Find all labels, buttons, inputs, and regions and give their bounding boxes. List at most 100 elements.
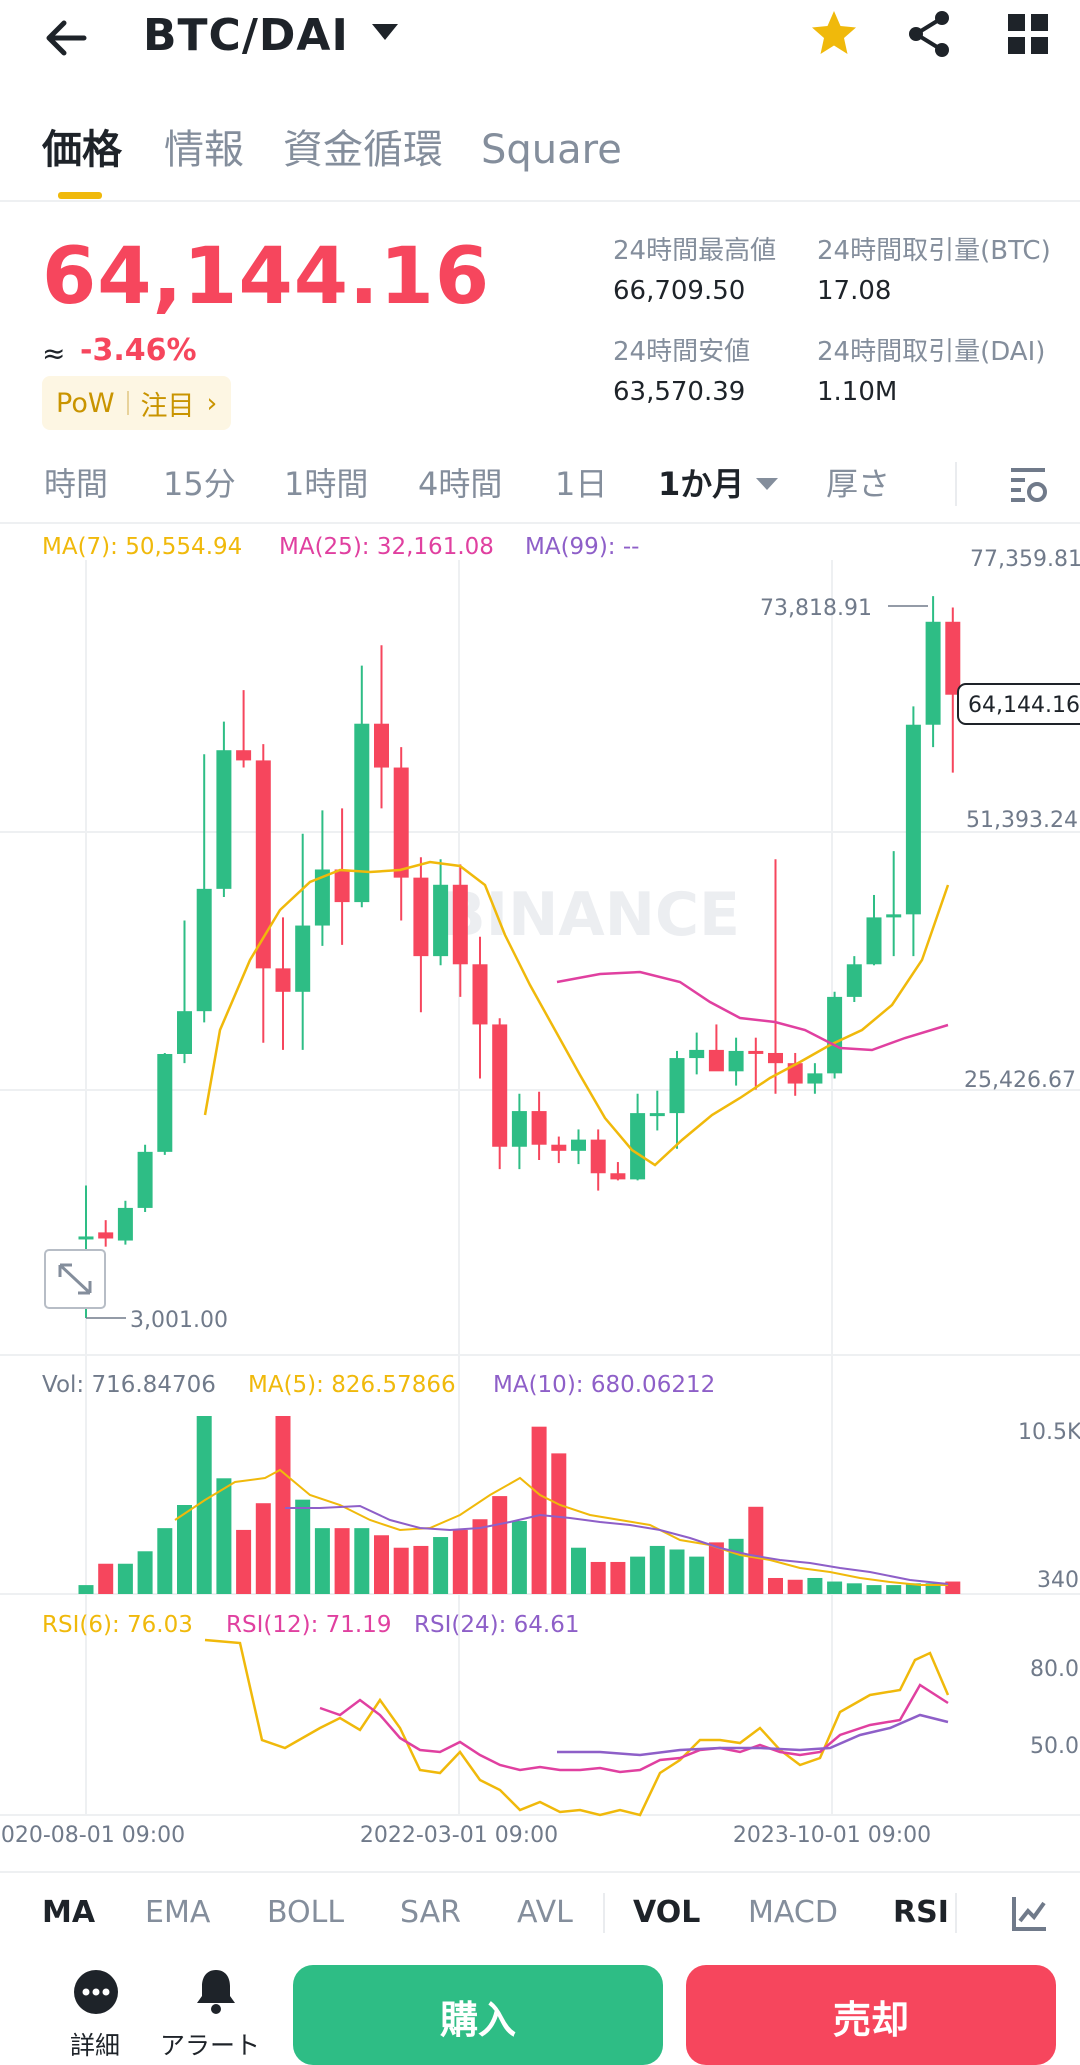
pair-title[interactable]: BTC/DAI (143, 10, 349, 61)
y-axis-label: 77,359.81 (970, 547, 1080, 572)
star-icon[interactable] (806, 6, 862, 62)
candle-body (768, 1052, 783, 1064)
share-icon[interactable] (902, 6, 958, 62)
divider (955, 462, 957, 506)
divider (0, 200, 1080, 202)
candle-body (827, 996, 843, 1074)
tab-square[interactable]: Square (481, 127, 622, 173)
ma25-line (556, 970, 949, 1052)
tag-watch[interactable]: 注目 (140, 390, 195, 422)
candle-body (393, 767, 409, 878)
indicator-boll[interactable]: BOLL (267, 1895, 345, 1930)
candle-body (492, 1024, 508, 1147)
price-chart[interactable]: BINANCE 73,818.91 3,001.00 77,359.81 51,… (0, 526, 1080, 1872)
tab-indicator (58, 192, 102, 199)
interval-1h[interactable]: 1時間 (284, 465, 369, 503)
vol-ma5-label: MA(5): 826.57866 (248, 1372, 456, 1398)
volume-bar (708, 1542, 724, 1594)
ma25-label: MA(25): 32,161.08 (279, 534, 494, 560)
candle-body (472, 964, 488, 1025)
indicator-ema[interactable]: EMA (145, 1895, 211, 1930)
candle-body (807, 1073, 823, 1084)
interval-4h[interactable]: 4時間 (418, 465, 503, 503)
low-value: 63,570.39 (613, 377, 746, 407)
volume-bar (905, 1583, 921, 1594)
details-label[interactable]: 詳細 (70, 2031, 121, 2060)
candle-body (255, 760, 271, 969)
candle-body (295, 925, 311, 992)
indicator-macd[interactable]: MACD (748, 1895, 838, 1930)
tab-price[interactable]: 価格 (42, 127, 122, 173)
chevron-right-icon: › (206, 387, 218, 419)
volume-bar (807, 1577, 823, 1594)
indicator-rsi[interactable]: RSI (893, 1895, 949, 1930)
price-change-percent: -3.46% (80, 333, 197, 368)
candle-body (374, 723, 389, 768)
candle-body (177, 1011, 192, 1054)
min-price-tag: 3,001.00 (130, 1308, 228, 1333)
y-axis-label: 25,426.67 (964, 1068, 1076, 1093)
volume-bar (393, 1547, 409, 1594)
last-price: 64,144.16 (42, 232, 491, 322)
rsi24-label: RSI(24): 64.61 (414, 1612, 580, 1638)
volume-bar (511, 1521, 527, 1594)
divider (0, 522, 1080, 524)
rsi-axis-80: 80.0 (1030, 1657, 1079, 1682)
indicator-chart-icon[interactable] (1010, 1893, 1050, 1933)
tab-info[interactable]: 情報 (164, 127, 244, 173)
chart-settings-icon[interactable] (1005, 462, 1051, 508)
indicator-vol[interactable]: VOL (633, 1895, 701, 1930)
candle-body (511, 1111, 527, 1147)
bell-icon[interactable] (192, 1966, 240, 2016)
volume-bar (846, 1583, 862, 1594)
interval-dropdown-icon[interactable] (756, 478, 778, 490)
indicator-ma[interactable]: MA (42, 1895, 96, 1930)
depth-tab[interactable]: 厚さ (826, 465, 891, 503)
alert-label[interactable]: アラート (160, 2031, 261, 2060)
candle-body (98, 1232, 114, 1239)
ma7-line (203, 860, 950, 1167)
expand-icon (58, 1263, 92, 1295)
volume-bar (886, 1585, 902, 1594)
indicator-sar[interactable]: SAR (400, 1895, 461, 1930)
interval-time[interactable]: 時間 (44, 465, 109, 503)
volume-bar (433, 1537, 449, 1594)
volume-bar (492, 1496, 508, 1594)
interval-1M[interactable]: 1か月 (658, 465, 745, 503)
volume-bar (98, 1563, 114, 1594)
candle-body (708, 1049, 724, 1072)
interval-15m[interactable]: 15分 (163, 465, 236, 503)
candle-body (649, 1113, 665, 1117)
volume-bar (610, 1561, 626, 1594)
candle-body (630, 1113, 646, 1180)
volume-bar (669, 1549, 685, 1594)
volume-bar (768, 1577, 783, 1594)
volume-bar (571, 1547, 586, 1594)
candle-body (905, 724, 921, 915)
candle-body (866, 917, 882, 965)
interval-1d[interactable]: 1日 (555, 465, 608, 503)
candle-body (945, 621, 961, 695)
high-value: 66,709.50 (613, 276, 746, 306)
pair-dropdown-icon[interactable] (372, 24, 398, 40)
volume-bar (157, 1528, 173, 1594)
volume-bar (925, 1583, 941, 1594)
chip-divider (126, 391, 129, 415)
volume-bar (216, 1478, 232, 1594)
volume-bars-layer (78, 1416, 961, 1594)
watermark: BINANCE (440, 880, 740, 950)
candle-body (571, 1139, 586, 1151)
tab-fund-flow[interactable]: 資金循環 (283, 127, 443, 173)
candle-body (551, 1144, 567, 1151)
back-arrow-icon[interactable] (40, 8, 100, 68)
sell-button[interactable]: 売却 (686, 1965, 1056, 2065)
indicator-avl[interactable]: AVL (517, 1895, 573, 1930)
more-dots-icon[interactable] (72, 1968, 120, 2016)
tag-chips[interactable]: PoW 注目 › (42, 376, 232, 430)
tag-pow[interactable]: PoW (56, 387, 115, 419)
volume-bar (137, 1551, 153, 1594)
buy-button[interactable]: 購入 (293, 1965, 663, 2065)
grid-icon[interactable] (1000, 6, 1056, 62)
candle-body (216, 750, 232, 889)
divider (955, 1893, 957, 1933)
